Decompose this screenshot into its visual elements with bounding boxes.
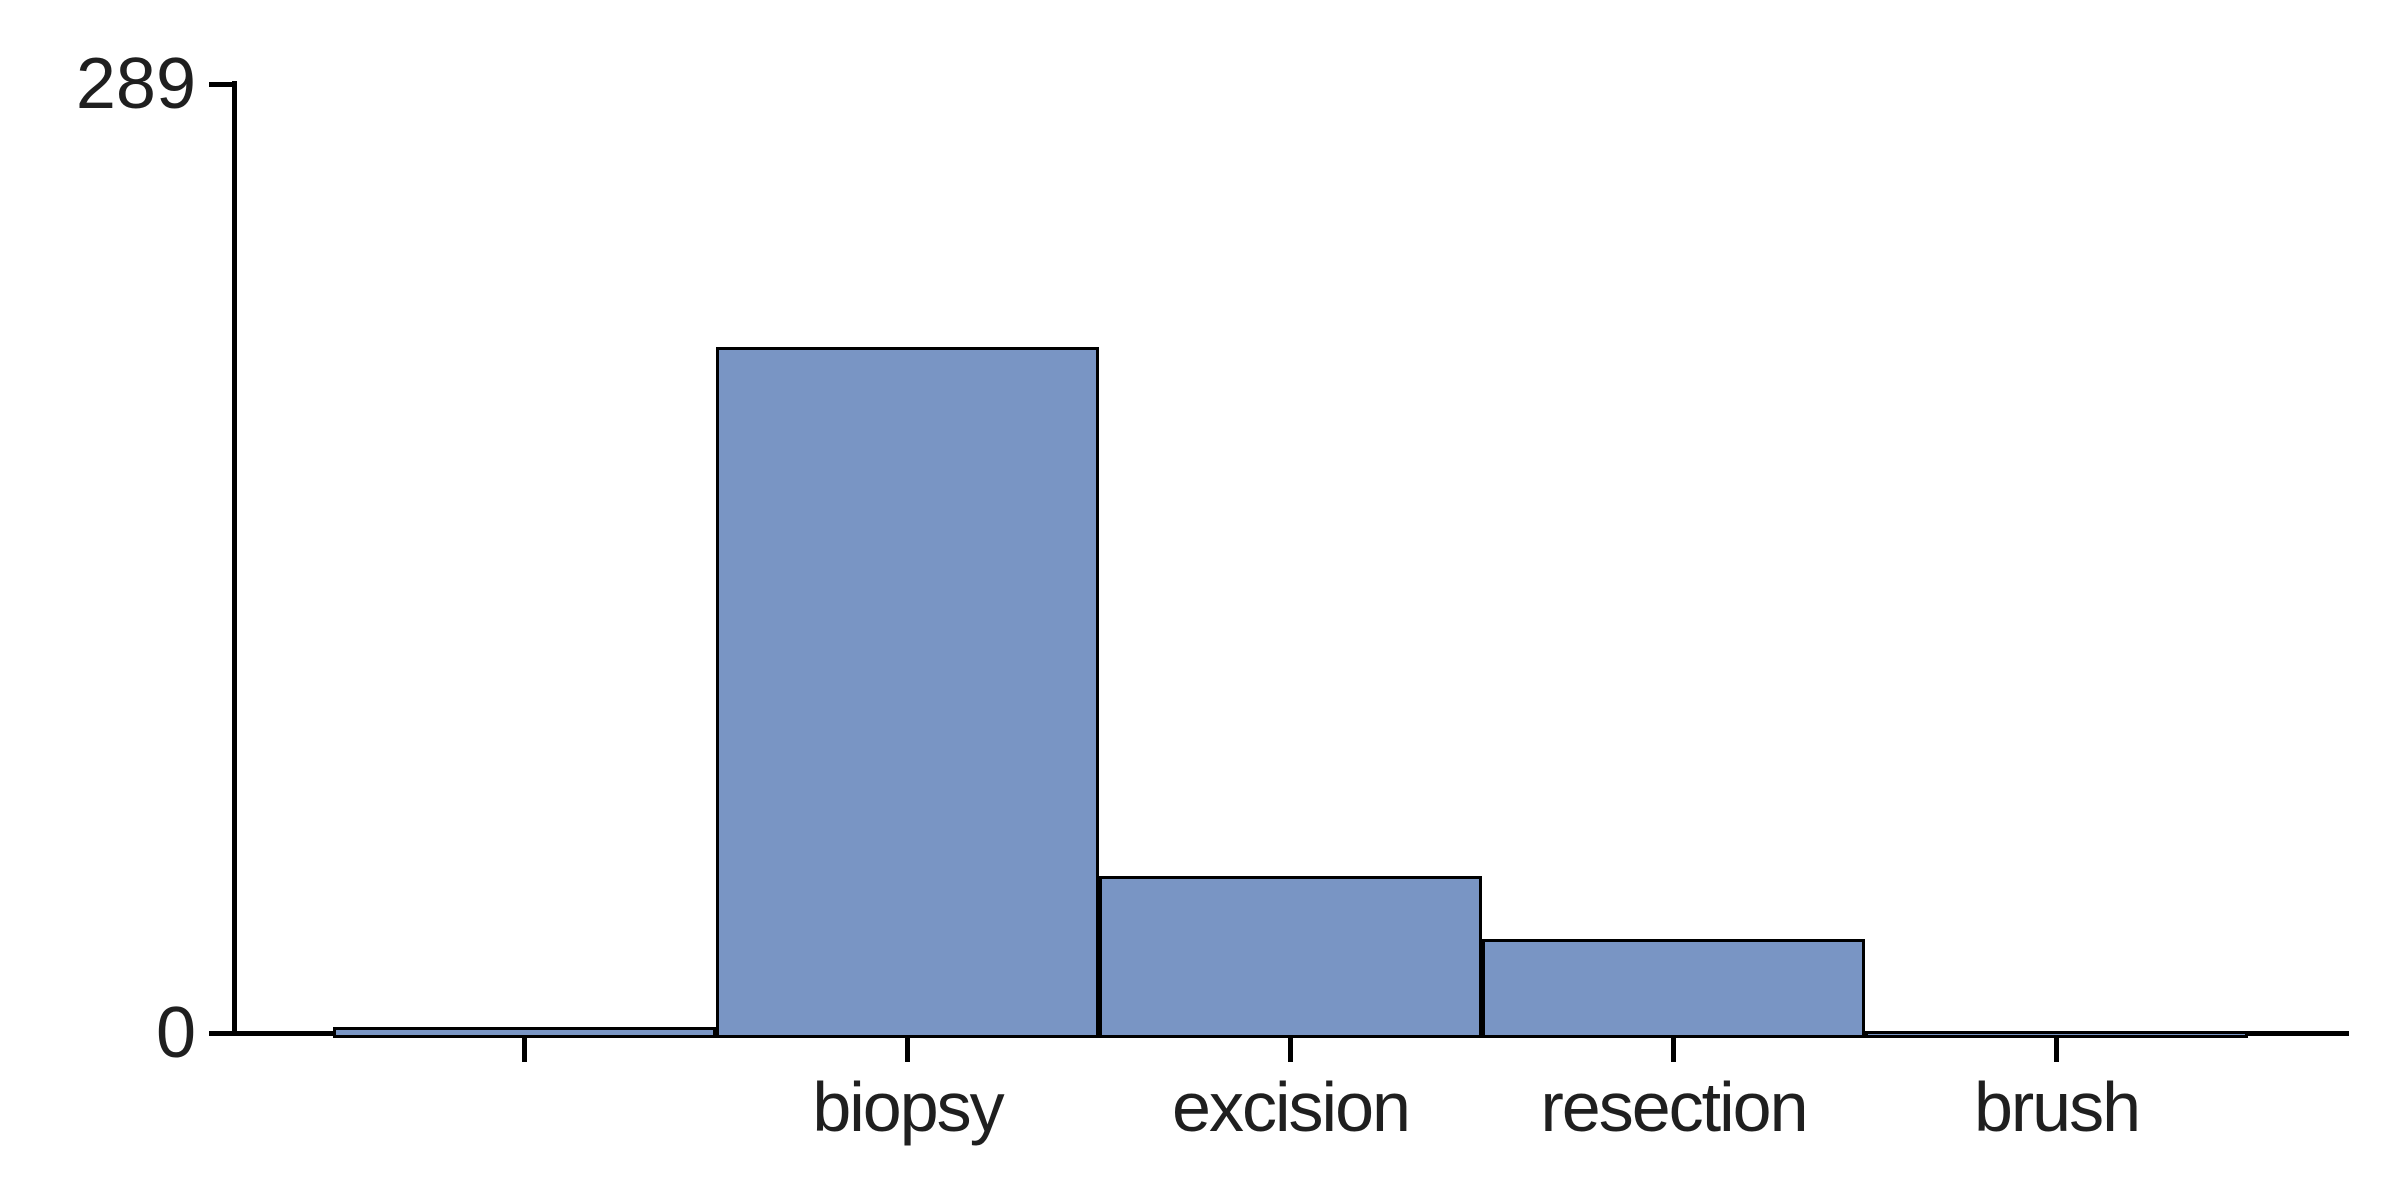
x-tick-label-excision: excision: [1172, 1068, 1411, 1146]
x-axis-tick-brush: [2054, 1036, 2059, 1062]
y-axis-tick-zero: [209, 1031, 235, 1036]
x-axis-tick-biopsy: [905, 1036, 910, 1062]
x-tick-label-brush: brush: [1973, 1068, 2141, 1146]
y-axis-tick-max: [209, 82, 235, 87]
bar-excision: [1099, 876, 1482, 1038]
x-axis-tick-resection: [1671, 1036, 1676, 1062]
x-axis-tick-unlabeled: [522, 1036, 527, 1062]
y-tick-label-max: 289: [75, 44, 196, 124]
y-tick-label-zero: 0: [155, 993, 196, 1073]
y-axis-line: [232, 81, 237, 1036]
bar-biopsy: [716, 347, 1099, 1038]
x-tick-label-resection: resection: [1540, 1068, 1808, 1146]
x-tick-label-biopsy: biopsy: [812, 1068, 1004, 1146]
x-axis-tick-excision: [1288, 1036, 1293, 1062]
bar-resection: [1482, 939, 1865, 1038]
